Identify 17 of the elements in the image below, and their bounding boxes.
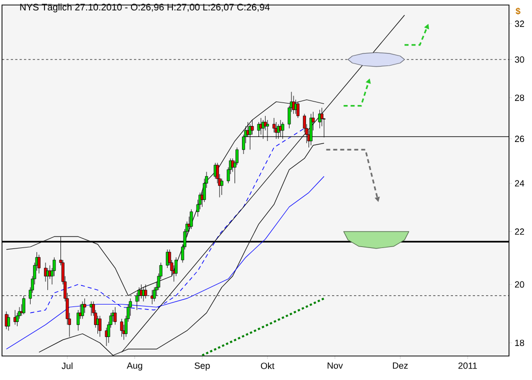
y-tick-label: 24: [514, 180, 524, 186]
x-tick-label: 2011: [458, 362, 477, 369]
y-tick-label: 22: [514, 228, 524, 235]
y-axis-title: $: [516, 8, 520, 15]
x-tick-label: Dez: [392, 362, 408, 369]
x-tick-label: Aug: [126, 362, 142, 371]
y-tick-label: 30: [514, 56, 524, 63]
x-tick-label: Okt: [260, 362, 274, 370]
y-tick-label: 32: [514, 20, 524, 27]
x-tick-label: Nov: [328, 362, 343, 369]
y-tick-label: 20: [514, 281, 524, 288]
y-tick-label: 28: [514, 94, 524, 101]
x-tick-label: Jul: [62, 362, 72, 370]
x-tick-label: Sep: [194, 362, 210, 371]
chart-title: NYS Täglich 27.10.2010 - O:26,96 H:27,00 L:26,07 C:26,94: [20, 4, 270, 12]
y-tick-label: 18: [515, 340, 524, 346]
y-tick-label: 26: [514, 136, 524, 142]
